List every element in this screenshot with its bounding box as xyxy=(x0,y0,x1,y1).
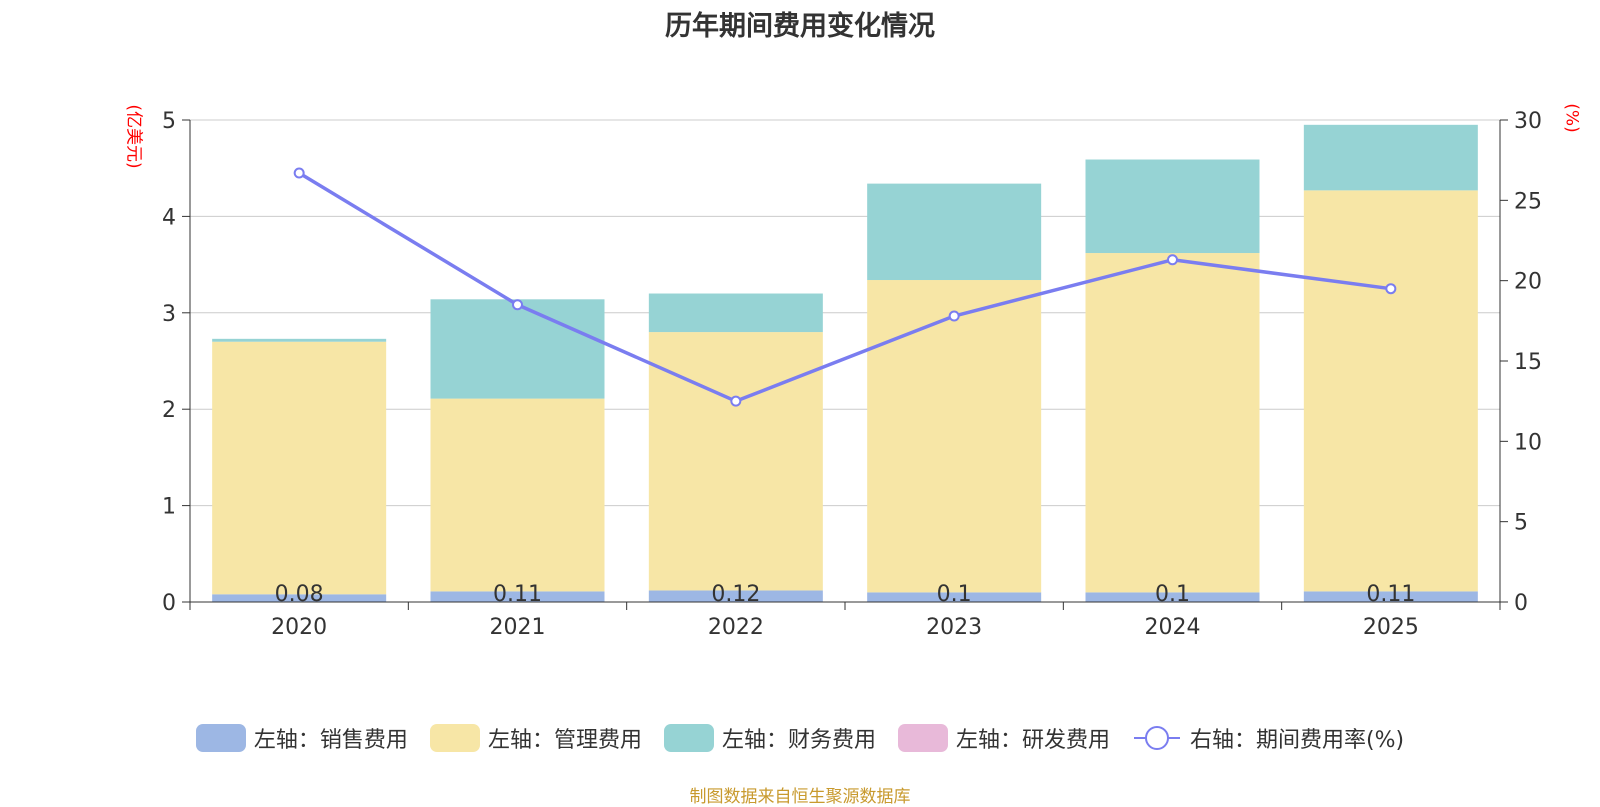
legend-label-sales: 左轴：销售费用 xyxy=(253,728,408,753)
right-axis-tick-label: 20 xyxy=(1514,270,1542,295)
legend: 左轴：销售费用 左轴：管理费用 左轴：财务费用 左轴：研发费用 右轴：期间费用率… xyxy=(0,722,1600,754)
x-axis-tick-label: 2024 xyxy=(1145,615,1201,640)
rate-point-2022 xyxy=(730,395,742,407)
rate-point-2021 xyxy=(512,299,523,311)
x-axis-tick-label: 2022 xyxy=(708,615,764,640)
bar-2023-series-0 xyxy=(867,592,1042,602)
rate-point-2023 xyxy=(948,310,960,322)
chart-title: 历年期间费用变化情况 xyxy=(665,11,935,42)
legend-item-sales[interactable]: 左轴：销售费用 xyxy=(195,722,408,754)
right-axis-tick-label: 5 xyxy=(1514,511,1528,536)
legend-line-rate-icon xyxy=(1133,726,1180,750)
legend-swatch-sales xyxy=(195,724,246,752)
bar-2020-series-1 xyxy=(212,341,387,595)
left-axis-tick-label: 2 xyxy=(162,398,176,423)
left-axis-tick-label: 0 xyxy=(162,591,176,616)
bar-2020-series-2 xyxy=(212,338,387,342)
x-axis-tick-label: 2021 xyxy=(490,615,546,640)
bar-2024-series-2 xyxy=(1085,159,1260,254)
right-axis-tick-label: 25 xyxy=(1514,189,1542,214)
left-axis-tick-label: 5 xyxy=(162,109,176,134)
x-axis-tick-label: 2020 xyxy=(271,615,327,640)
right-axis-unit: (%) xyxy=(1561,103,1582,133)
legend-item-rnd[interactable]: 左轴：研发费用 xyxy=(897,722,1110,754)
bar-2020-series-0 xyxy=(212,594,387,602)
bar-2021-series-1 xyxy=(430,398,605,592)
chart-plot: 0123450510152025300.0820200.1120210.1220… xyxy=(162,109,1542,640)
legend-label-rate: 右轴：期间费用率(%) xyxy=(1189,728,1405,753)
legend-item-rate[interactable]: 右轴：期间费用率(%) xyxy=(1132,722,1404,754)
legend-item-admin[interactable]: 左轴：管理费用 xyxy=(429,722,642,754)
legend-label-admin: 左轴：管理费用 xyxy=(487,728,642,753)
rate-point-2024 xyxy=(1167,254,1178,266)
legend-label-finance: 左轴：财务费用 xyxy=(721,728,876,753)
bar-2024-series-0 xyxy=(1085,592,1260,602)
bar-2025-series-1 xyxy=(1303,190,1478,592)
left-axis-tick-label: 1 xyxy=(162,495,176,520)
right-axis-tick-label: 30 xyxy=(1514,109,1542,134)
bar-2021-series-2 xyxy=(430,299,605,399)
right-axis-tick-label: 0 xyxy=(1514,591,1528,616)
bar-2025-series-2 xyxy=(1303,124,1478,191)
data-label-2022: 0.12 xyxy=(711,582,760,607)
x-axis-tick-label: 2025 xyxy=(1363,615,1419,640)
bar-2022-series-1 xyxy=(648,332,823,591)
left-axis-tick-label: 3 xyxy=(162,302,176,327)
bar-2022-series-2 xyxy=(648,293,823,333)
legend-label-rnd: 左轴：研发费用 xyxy=(955,728,1110,753)
bar-2023-series-2 xyxy=(867,183,1042,281)
legend-swatch-finance xyxy=(663,724,714,752)
legend-swatch-admin xyxy=(429,724,480,752)
rate-point-2020 xyxy=(293,167,305,179)
left-axis-tick-label: 4 xyxy=(162,205,176,230)
right-axis-tick-label: 10 xyxy=(1514,430,1542,455)
left-axis-unit: (亿美元) xyxy=(123,104,144,169)
source-note: 制图数据来自恒生聚源数据库 xyxy=(689,787,911,807)
x-axis-tick-label: 2023 xyxy=(926,615,982,640)
bar-2025-series-0 xyxy=(1303,591,1478,602)
data-label-2024: 0.1 xyxy=(1155,582,1190,607)
rate-point-2025 xyxy=(1385,283,1397,295)
bar-2021-series-0 xyxy=(430,591,605,602)
bar-2022-series-0 xyxy=(648,590,823,602)
bar-2023-series-1 xyxy=(867,280,1042,593)
data-label-2021: 0.11 xyxy=(493,582,542,607)
right-axis-tick-label: 15 xyxy=(1514,350,1542,375)
rate-line xyxy=(298,171,1392,403)
legend-swatch-rnd xyxy=(897,724,948,752)
data-label-2025: 0.11 xyxy=(1366,582,1415,607)
data-label-2020: 0.08 xyxy=(275,582,324,607)
legend-item-finance[interactable]: 左轴：财务费用 xyxy=(663,722,876,754)
bar-2024-series-1 xyxy=(1085,253,1260,593)
data-label-2023: 0.1 xyxy=(937,582,972,607)
